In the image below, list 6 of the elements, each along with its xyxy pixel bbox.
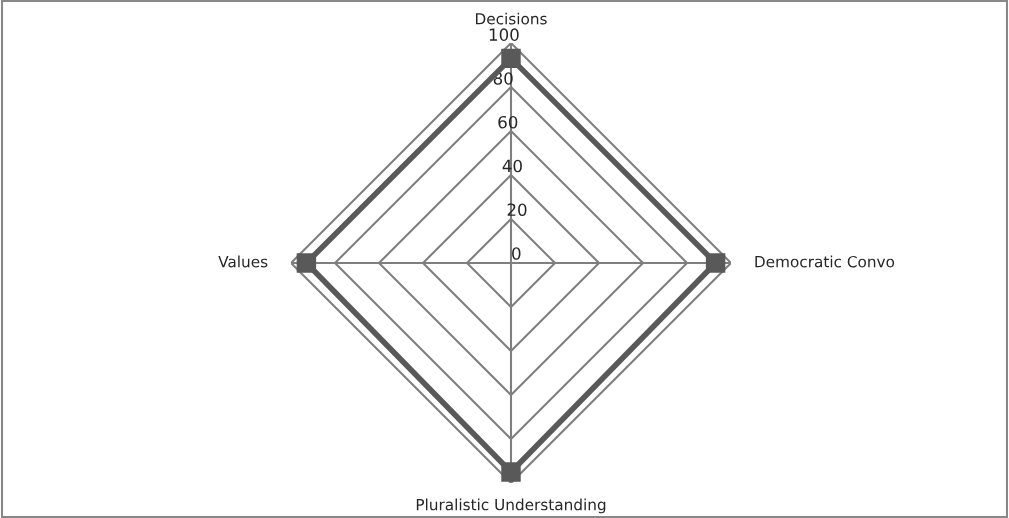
y-tick-label: 0 bbox=[512, 247, 521, 260]
spoke-label: Values bbox=[218, 255, 268, 268]
y-tick-label: 100 bbox=[489, 28, 519, 41]
spoke-label: Democratic Convo bbox=[755, 255, 895, 268]
spoke-label: Pluralistic Understanding bbox=[416, 498, 606, 514]
spoke-label: Decisions bbox=[476, 12, 547, 25]
